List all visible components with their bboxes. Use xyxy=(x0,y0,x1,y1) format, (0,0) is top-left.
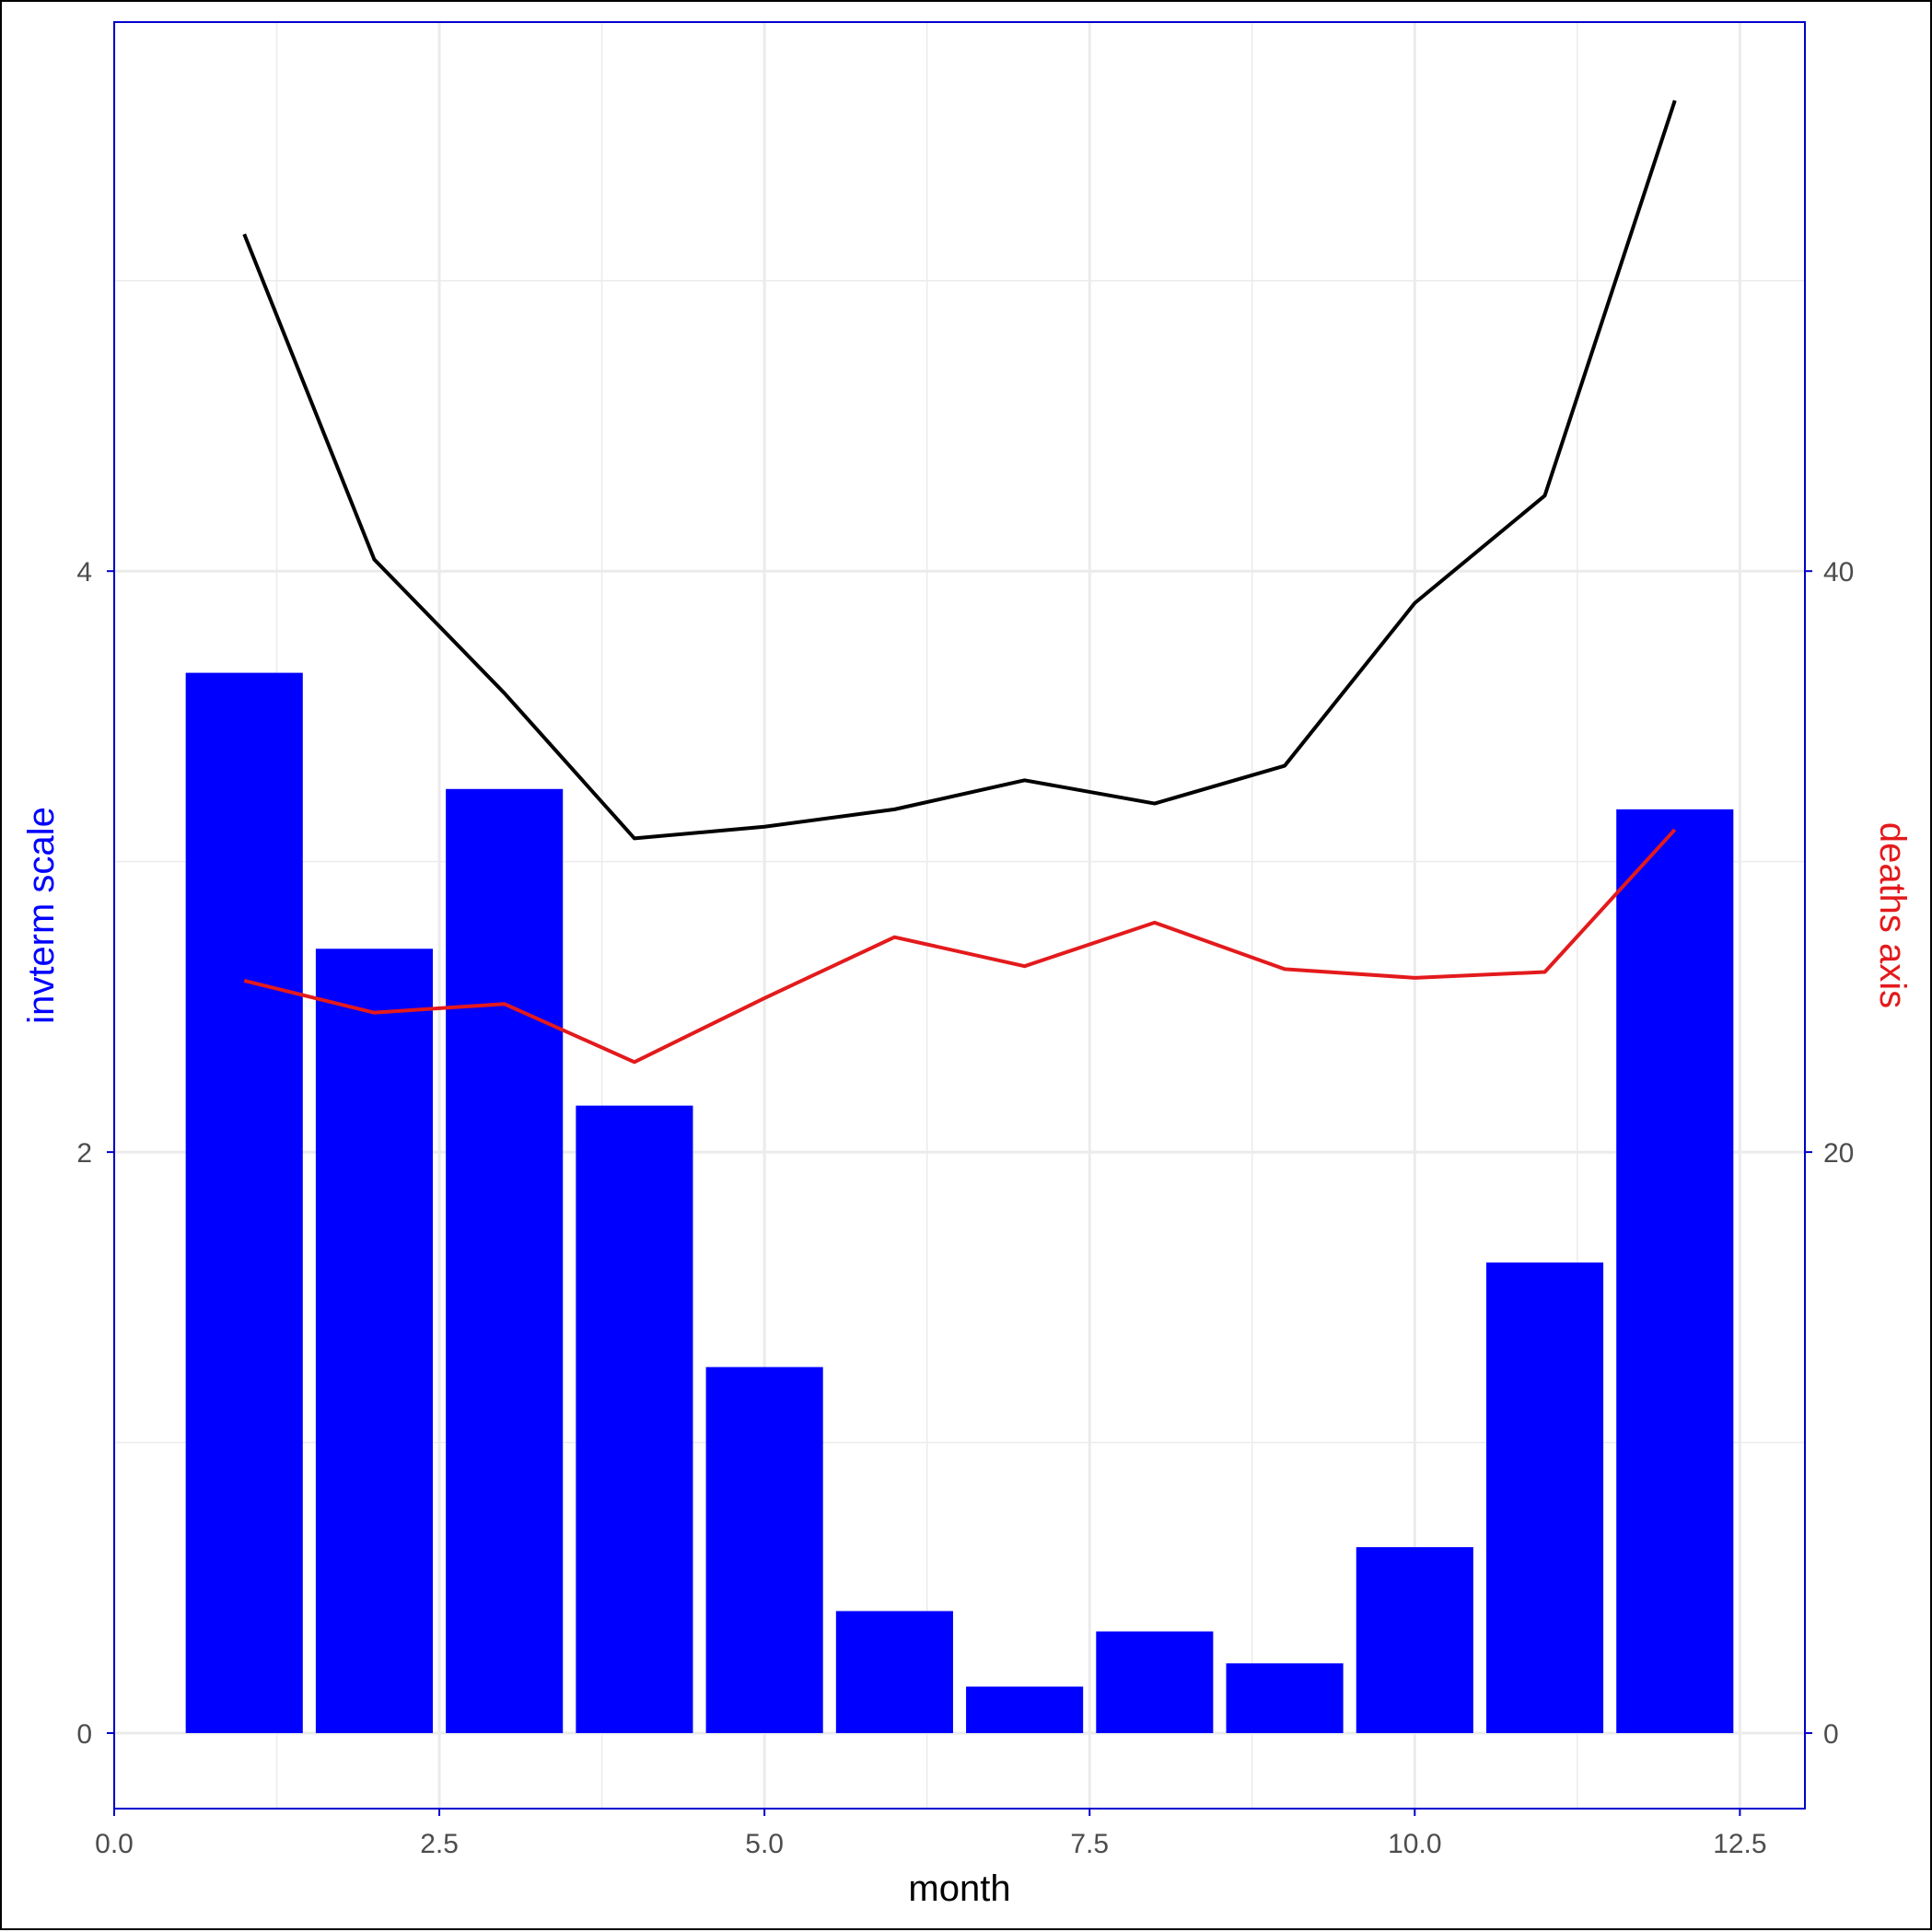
right-y-axis-title: deaths axis xyxy=(1872,822,1913,1008)
panel-border xyxy=(113,21,1806,1810)
bar xyxy=(966,1686,1084,1733)
right-y-tick-label: 20 xyxy=(1823,1138,1854,1169)
bar xyxy=(315,949,434,1733)
left-y-tick-label: 2 xyxy=(76,1138,92,1169)
bar xyxy=(1096,1631,1214,1733)
x-tick-label: 10.0 xyxy=(1388,1829,1441,1859)
line-series xyxy=(242,99,1677,1065)
red-line xyxy=(243,828,1677,1065)
bar xyxy=(185,672,303,1733)
left-y-axis-title: invterm scale xyxy=(21,807,62,1024)
black-line xyxy=(242,99,1677,841)
x-tick-label: 0.0 xyxy=(95,1829,134,1859)
left-y-tick-label: 4 xyxy=(76,557,92,588)
bar xyxy=(835,1611,953,1733)
bar-series xyxy=(185,672,1734,1733)
bar xyxy=(1356,1547,1473,1733)
right-y-tick-label: 0 xyxy=(1823,1719,1839,1750)
x-axis-title: month xyxy=(908,1868,1010,1909)
bar xyxy=(1485,1262,1604,1733)
bar xyxy=(1226,1663,1344,1733)
x-tick-label: 5.0 xyxy=(745,1829,784,1859)
bar xyxy=(576,1105,693,1733)
bar xyxy=(446,788,564,1733)
bar xyxy=(1616,809,1734,1733)
x-tick-label: 2.5 xyxy=(420,1829,459,1859)
x-tick-label: 7.5 xyxy=(1070,1829,1109,1859)
axis-ticks xyxy=(107,570,1812,1816)
left-y-tick-label: 0 xyxy=(76,1719,92,1750)
right-y-tick-label: 40 xyxy=(1823,557,1854,588)
x-tick-label: 12.5 xyxy=(1713,1829,1766,1859)
bar xyxy=(705,1367,823,1733)
